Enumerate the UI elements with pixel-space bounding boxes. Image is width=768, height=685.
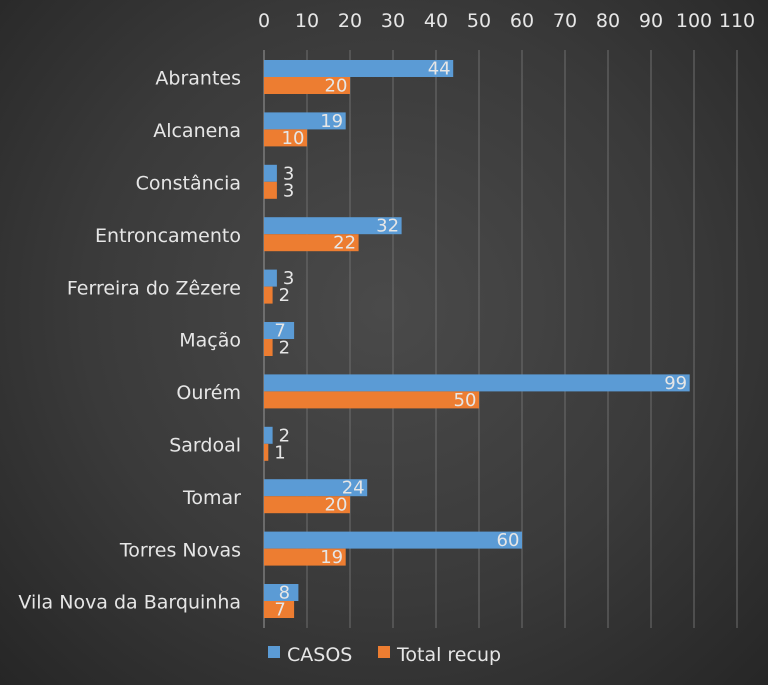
data-label-total-recup-ourem: 50 <box>454 390 477 411</box>
bar-total-recup-macao <box>264 339 273 356</box>
bar-total-recup-ourem <box>264 391 479 409</box>
data-label-total-recup-ferreira-do-zezere: 2 <box>279 285 290 306</box>
data-label-casos-vila-nova-da-barquinha: 8 <box>279 583 290 604</box>
data-label-total-recup-sardoal: 1 <box>274 442 285 463</box>
category-axis: Abrantes Alcanena Constância Entroncamento F… <box>18 68 241 614</box>
data-label-total-recup-vila-nova-da-barquinha: 7 <box>274 600 285 621</box>
data-label-total-recup-torres-novas: 19 <box>320 547 343 568</box>
data-label-casos-abrantes: 44 <box>428 59 451 80</box>
bar-total-recup-entroncamento <box>264 234 359 252</box>
category-label-ourem: Ourém <box>176 382 241 404</box>
x-tick-label: 70 <box>553 10 577 32</box>
legend-label-total-recup: Total recup <box>396 644 501 666</box>
data-label-total-recup-tomar: 20 <box>325 495 348 516</box>
x-tick-label: 110 <box>719 10 755 32</box>
legend: CASOS Total recup <box>268 644 501 666</box>
bar-casos-entroncamento <box>264 217 402 235</box>
legend-swatch-total-recup <box>378 646 390 658</box>
bar-casos-ourem <box>264 374 690 392</box>
data-label-casos-alcanena: 19 <box>320 111 343 132</box>
bar-casos-alcanena <box>264 112 346 130</box>
category-label-tomar: Tomar <box>182 487 241 509</box>
bar-total-recup-constancia <box>264 181 277 199</box>
bar-casos-torres-novas <box>264 531 522 549</box>
bar-casos-sardoal <box>264 426 273 444</box>
data-label-total-recup-abrantes: 20 <box>325 76 348 97</box>
data-label-casos-macao: 7 <box>274 321 285 342</box>
data-label-casos-constancia: 3 <box>283 163 294 184</box>
category-label-abrantes: Abrantes <box>155 68 241 90</box>
legend-label-casos: CASOS <box>287 644 352 666</box>
x-tick-label: 20 <box>338 10 362 32</box>
bar-casos-abrantes <box>264 60 454 77</box>
x-tick-label: 100 <box>676 10 712 32</box>
category-label-macao: Mação <box>179 330 241 352</box>
data-label-total-recup-alcanena: 10 <box>282 128 305 149</box>
category-label-sardoal: Sardoal <box>169 435 241 457</box>
category-label-ferreira-do-zezere: Ferreira do Zêzere <box>67 277 241 299</box>
bar-total-recup-vila-nova-da-barquinha <box>264 601 295 618</box>
data-label-casos-tomar: 24 <box>342 478 365 499</box>
bar-casos-vila-nova-da-barquinha <box>264 584 299 601</box>
category-label-constancia: Constância <box>136 173 241 195</box>
data-label-total-recup-constancia: 3 <box>283 180 294 201</box>
bar-total-recup-torres-novas <box>264 548 346 566</box>
x-axis-ticks: 0 10 20 30 40 50 60 70 80 90 100 110 <box>258 10 755 32</box>
bar-total-recup-sardoal <box>264 443 269 461</box>
bar-total-recup-abrantes <box>264 77 350 94</box>
x-tick-label: 60 <box>510 10 534 32</box>
data-label-casos-ferreira-do-zezere: 3 <box>283 268 294 289</box>
bar-casos-constancia <box>264 164 277 182</box>
x-tick-label: 50 <box>467 10 491 32</box>
x-tick-label: 80 <box>596 10 620 32</box>
data-label-total-recup-entroncamento: 22 <box>333 233 356 254</box>
x-tick-label: 30 <box>381 10 405 32</box>
bars <box>264 60 690 618</box>
bar-casos-macao <box>264 322 295 339</box>
category-label-entroncamento: Entroncamento <box>95 225 241 247</box>
x-tick-label: 10 <box>295 10 319 32</box>
x-tick-label: 90 <box>639 10 663 32</box>
bar-casos-tomar <box>264 479 368 497</box>
legend-swatch-casos <box>268 646 280 658</box>
data-label-casos-ourem: 99 <box>664 373 687 394</box>
data-label-casos-torres-novas: 60 <box>497 530 520 551</box>
bar-casos-ferreira-do-zezere <box>264 269 277 287</box>
category-label-alcanena: Alcanena <box>153 120 241 142</box>
x-tick-label: 40 <box>424 10 448 32</box>
data-label-total-recup-macao: 2 <box>279 338 290 359</box>
bar-total-recup-tomar <box>264 496 350 514</box>
bar-total-recup-ferreira-do-zezere <box>264 286 273 304</box>
bar-total-recup-alcanena <box>264 129 307 147</box>
data-label-casos-entroncamento: 32 <box>376 216 399 237</box>
data-label-casos-sardoal: 2 <box>279 425 290 446</box>
category-label-torres-novas: Torres Novas <box>119 539 241 561</box>
category-label-vila-nova-da-barquinha: Vila Nova da Barquinha <box>18 592 241 614</box>
x-tick-label: 0 <box>258 10 270 32</box>
